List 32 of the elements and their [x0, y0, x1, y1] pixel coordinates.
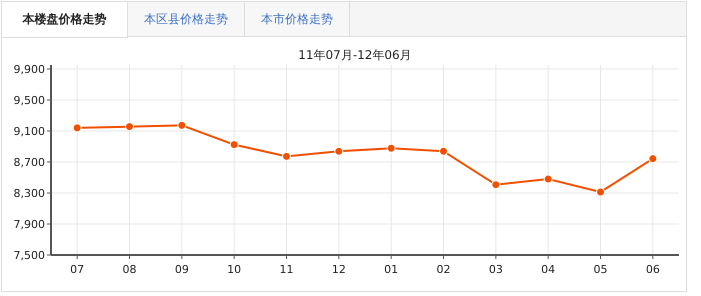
y-tick-label: 9,500: [14, 94, 45, 107]
x-tick-label: 02: [436, 263, 450, 276]
chart-title: 11年07月-12年06月: [298, 48, 412, 62]
x-tick-label: 12: [332, 263, 346, 276]
y-tick-label: 7,900: [14, 218, 45, 231]
point: [125, 122, 134, 132]
y-tick-label: 7,500: [14, 249, 45, 262]
point: [648, 154, 658, 164]
x-tick-label: 07: [70, 263, 84, 276]
y-tick-label: 8,700: [14, 156, 45, 169]
point: [386, 144, 396, 153]
x-tick-label: 01: [384, 263, 398, 276]
x-tick-label: 03: [488, 263, 503, 276]
x-tick-label: 04: [541, 263, 556, 276]
point: [177, 120, 186, 130]
point: [230, 140, 239, 150]
x-tick-label: 09: [174, 263, 189, 276]
point: [282, 152, 291, 161]
x-tick-label: 05: [594, 263, 608, 276]
point: [72, 123, 82, 132]
y-tick-label: 8,300: [14, 187, 45, 200]
point: [544, 174, 553, 184]
point: [596, 187, 605, 196]
x-tick-label: 11: [280, 263, 294, 276]
point: [491, 180, 500, 190]
point: [334, 146, 344, 156]
y-tick-label: 9,100: [14, 125, 45, 138]
x-tick-label: 10: [227, 263, 242, 276]
y-tick-label: 9,900: [14, 63, 45, 76]
x-tick-label: 08: [122, 263, 136, 276]
point: [439, 146, 448, 156]
x-tick-label: 06: [646, 263, 660, 276]
